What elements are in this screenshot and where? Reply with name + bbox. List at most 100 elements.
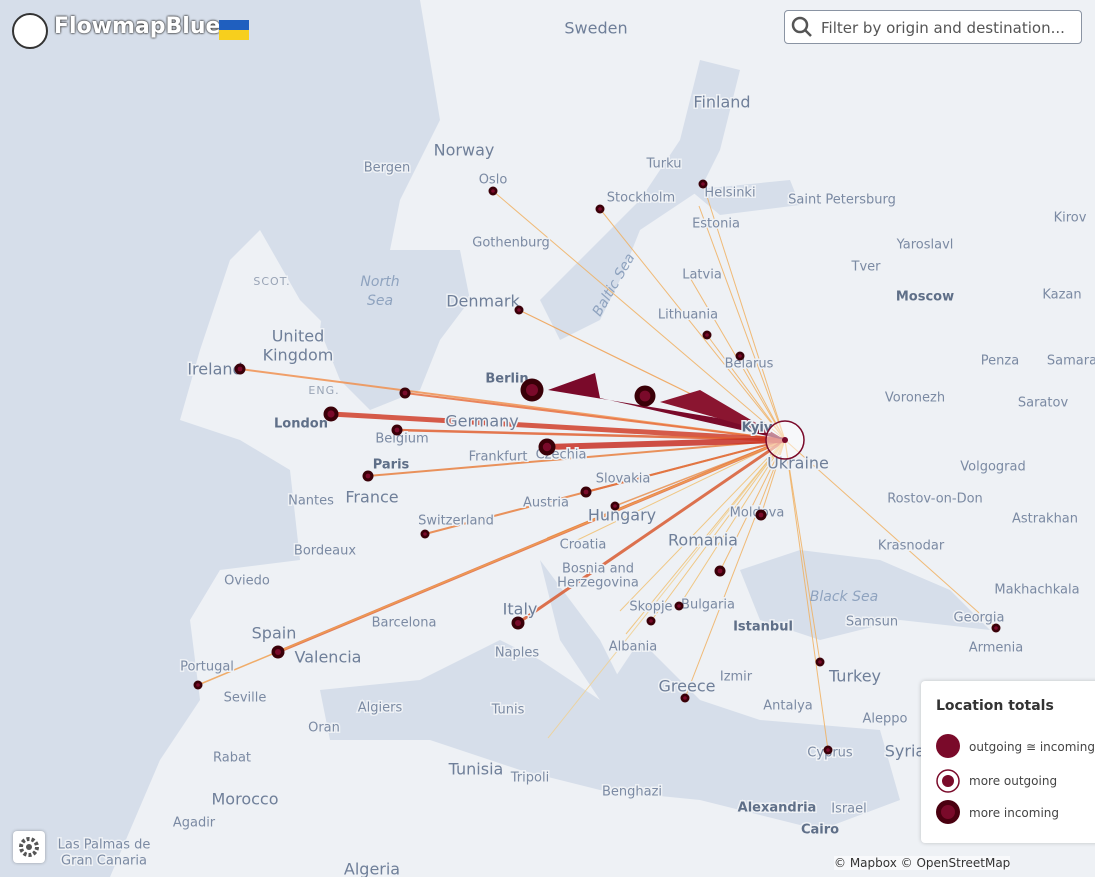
node-core [327, 410, 335, 418]
place-label: Berlin [485, 372, 528, 387]
place-label: Georgia [954, 611, 1005, 626]
place-label: Bordeaux [294, 544, 356, 559]
node-core [275, 649, 281, 655]
place-label: Slovakia [596, 472, 651, 487]
place-label: Kyiv [742, 421, 773, 436]
flow-arrow [548, 373, 785, 440]
place-label: Israel [831, 802, 867, 817]
node-core [394, 427, 400, 433]
place-label: Helsinki [704, 186, 755, 201]
flow-line [784, 439, 997, 629]
place-label: Tunisia [448, 760, 504, 779]
place-label: Paris [373, 458, 410, 473]
flow-line [625, 439, 786, 635]
place-label: Albania [609, 640, 658, 655]
flow-line [678, 439, 786, 607]
place-label: Barcelona [372, 616, 437, 631]
place-label: Switzerland [418, 514, 494, 529]
place-label: Benghazi [602, 785, 662, 800]
place-label: Antalya [763, 699, 812, 714]
place-label: Volgograd [960, 460, 1025, 475]
nodes [193, 179, 1001, 755]
place-label: ENG. [308, 384, 339, 397]
logo-icon[interactable] [12, 13, 48, 49]
search-box[interactable]: Filter by origin and destination... [784, 10, 1082, 44]
node-core [738, 354, 742, 358]
flows [197, 183, 997, 751]
place-label: Moscow [896, 290, 954, 305]
settings-button[interactable] [13, 831, 45, 863]
place-label: Stockholm [607, 191, 675, 206]
place-label: Izmir [720, 670, 753, 685]
place-label: Romania [668, 531, 738, 550]
node-core [583, 489, 589, 495]
node-core [717, 568, 723, 574]
node-core [683, 696, 687, 700]
place-labels: Sweden Finland Norway Bergen Oslo Turku Helsin… [56, 17, 1095, 877]
place-label: Voronezh [885, 391, 945, 406]
place-label: Croatia [560, 538, 607, 553]
flow-line [650, 439, 786, 622]
flow-line [702, 183, 786, 441]
place-label: SCOT. [253, 275, 290, 288]
flow-line [547, 439, 786, 739]
node-core [598, 207, 602, 211]
place-label: Algiers [358, 701, 403, 716]
flow-line [719, 439, 786, 572]
place-label: Bulgaria [681, 598, 735, 613]
place-label: Tunis [491, 703, 525, 718]
node-core [826, 748, 830, 752]
place-label: Lithuania [658, 308, 718, 323]
place-label: Makhachkala [994, 583, 1079, 598]
place-label: Bergen [364, 161, 411, 176]
flow-line [698, 205, 786, 441]
place-label: Germany [445, 412, 519, 431]
place-label: Cairo [801, 823, 839, 838]
place-label: Morocco [212, 790, 279, 809]
flow-line [619, 439, 786, 612]
place-label: United [272, 327, 325, 346]
place-label: London [274, 417, 328, 432]
place-label: Samara [1047, 354, 1095, 369]
flow-line [784, 439, 821, 663]
place-label: Oran [308, 721, 340, 736]
legend-icons [936, 734, 960, 824]
place-label: Agadir [173, 816, 216, 831]
logo-text[interactable]: FlowmapBlue [54, 14, 221, 39]
node-core [994, 626, 998, 630]
place-label: Alexandria [738, 801, 817, 816]
place-label: France [345, 488, 398, 507]
node-core [818, 660, 822, 664]
legend: Location totals outgoing ≅ incoming more… [921, 681, 1095, 843]
place-label: Naples [495, 646, 540, 661]
place-label: Sweden [564, 19, 627, 38]
kyiv-node-core [782, 437, 788, 443]
place-label: Penza [981, 354, 1019, 369]
place-label: Armenia [969, 641, 1024, 656]
flow-line [367, 439, 786, 477]
place-label: Austria [523, 496, 569, 511]
place-label: Skopje [629, 600, 672, 615]
place-label: Latvia [682, 268, 722, 283]
node-core [237, 366, 243, 372]
attribution[interactable]: © Mapbox © OpenStreetMap [834, 856, 1011, 870]
place-label: Finland [693, 93, 750, 112]
flow-line [517, 438, 786, 625]
place-label: Portugal [180, 660, 234, 675]
place-label: Oslo [479, 173, 508, 188]
place-label: Norway [434, 141, 495, 160]
place-label: Nantes [288, 494, 334, 509]
place-label: Aleppo [863, 712, 908, 727]
node-core [677, 604, 681, 608]
place-label: Italy [503, 600, 538, 619]
place-label: Bosnia and [562, 562, 634, 577]
flow-line [492, 190, 786, 441]
flow-line [396, 428, 786, 442]
flow-line [404, 392, 786, 441]
place-label: Greece [659, 677, 716, 696]
flag [219, 20, 249, 30]
node-core [649, 619, 653, 623]
node-core [701, 182, 705, 186]
place-label: Astrakhan [1012, 512, 1078, 527]
flow-line [197, 439, 786, 686]
